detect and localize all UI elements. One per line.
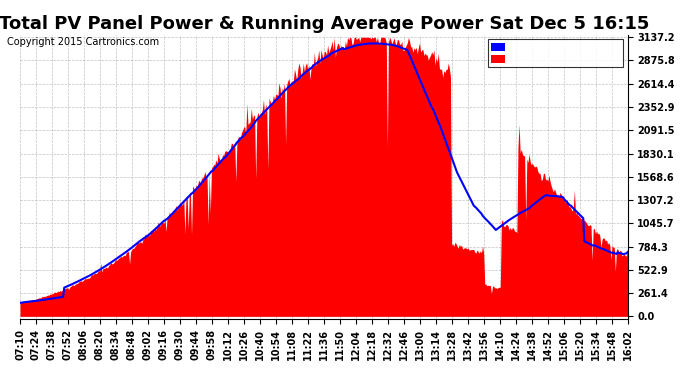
- Title: Total PV Panel Power & Running Average Power Sat Dec 5 16:15: Total PV Panel Power & Running Average P…: [0, 15, 649, 33]
- Legend: Average  (DC Watts), PV Panels  (DC Watts): Average (DC Watts), PV Panels (DC Watts): [488, 39, 622, 67]
- Text: Copyright 2015 Cartronics.com: Copyright 2015 Cartronics.com: [7, 37, 159, 47]
